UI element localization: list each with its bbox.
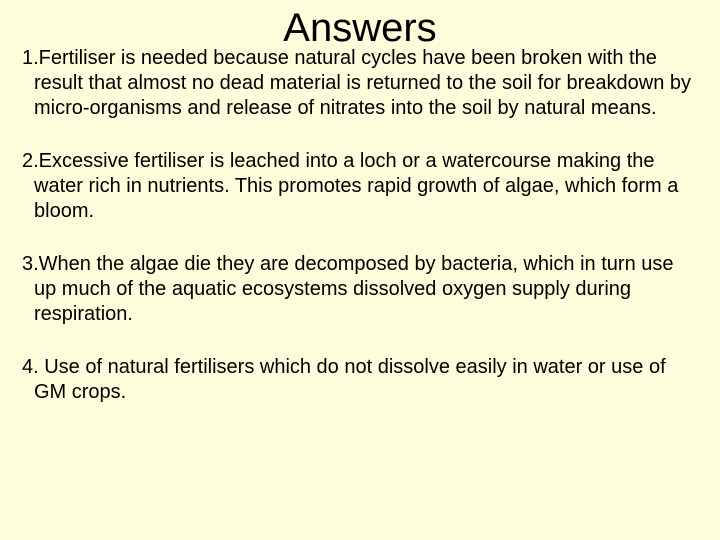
page-title: Answers <box>22 6 698 50</box>
answer-item: 4. Use of natural fertilisers which do n… <box>22 355 698 405</box>
answer-item: 3.When the algae die they are decomposed… <box>22 252 698 327</box>
answer-item: 1.Fertiliser is needed because natural c… <box>22 46 698 121</box>
answer-item: 2.Excessive fertiliser is leached into a… <box>22 149 698 224</box>
